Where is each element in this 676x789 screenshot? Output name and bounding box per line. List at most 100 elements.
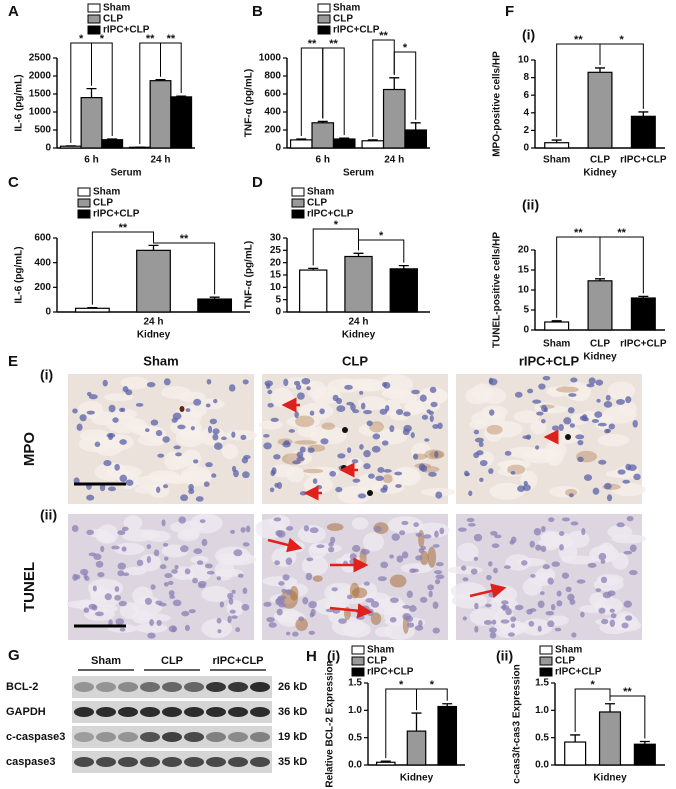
tubule [190, 555, 209, 564]
blot-band [184, 732, 204, 742]
nucleus [168, 590, 175, 597]
tubule [597, 433, 630, 447]
panel-label: B [252, 3, 263, 20]
nucleus [407, 622, 415, 628]
nucleus [540, 545, 547, 552]
nucleus [76, 423, 83, 431]
nucleus [371, 445, 381, 453]
nucleus [336, 405, 346, 412]
nucleus [83, 607, 90, 613]
nucleus [175, 452, 182, 457]
blot-band [184, 757, 204, 767]
y-tick-label: 20 [518, 245, 530, 256]
nucleus [219, 601, 225, 608]
y-tick-label: 1.5 [535, 678, 549, 689]
nucleus [588, 377, 596, 385]
nucleus [316, 544, 325, 549]
panel-label: F [505, 3, 514, 20]
nucleus [424, 438, 430, 442]
nucleus [309, 527, 319, 534]
nucleus [527, 388, 534, 394]
nucleus [305, 572, 313, 581]
nucleus [615, 398, 625, 405]
nucleus [435, 562, 444, 567]
nucleus [532, 399, 542, 404]
nucleus [375, 475, 384, 482]
nucleus [385, 405, 390, 412]
y-tick-label: 6 [523, 90, 529, 101]
nucleus [308, 600, 317, 609]
nucleus [195, 496, 204, 502]
y-tick-label: 10 [518, 285, 530, 296]
nucleus [556, 590, 562, 597]
positive-cell [367, 490, 373, 496]
nucleus [381, 440, 389, 446]
nucleus [389, 425, 395, 433]
significance-label: * [620, 34, 625, 46]
nucleus [193, 548, 203, 555]
nucleus [567, 407, 575, 414]
y-tick-label: 0 [45, 143, 51, 154]
nucleus [395, 484, 402, 488]
blot-band [118, 682, 138, 692]
nucleus [211, 473, 217, 478]
nucleus [196, 560, 204, 565]
nucleus [379, 408, 388, 415]
stain-patch [556, 386, 579, 393]
nucleus [580, 611, 585, 618]
error-bar [339, 137, 350, 139]
stain-patch [418, 529, 425, 548]
nucleus [479, 477, 484, 483]
nucleus [159, 564, 167, 570]
nucleus [274, 560, 280, 566]
nucleus [605, 394, 611, 401]
nucleus [205, 462, 213, 468]
x-axis-title: Kidney [583, 168, 617, 179]
nucleus [71, 524, 79, 532]
nucleus [461, 565, 467, 571]
nucleus [309, 410, 315, 416]
blot-band [74, 732, 94, 742]
nucleus [163, 582, 169, 587]
tubule [147, 427, 167, 446]
tubule [358, 423, 384, 437]
size-label: 19 kD [278, 731, 307, 743]
nucleus [268, 622, 277, 628]
legend-swatch [351, 667, 365, 677]
nucleus [121, 526, 129, 531]
legend-swatch [351, 656, 365, 666]
nucleus [203, 481, 210, 487]
blot-band [96, 732, 116, 742]
x-tick-label: CLP [590, 339, 610, 350]
blot-band [140, 682, 160, 692]
legend-swatch [291, 198, 305, 208]
nucleus [273, 454, 281, 460]
nucleus [276, 597, 285, 605]
nucleus [372, 433, 381, 440]
legend-swatch [87, 3, 101, 13]
nucleus [221, 436, 227, 441]
bar [361, 140, 385, 149]
arrow [329, 603, 373, 619]
tubule [148, 470, 181, 483]
nucleus [185, 408, 191, 413]
nucleus [533, 528, 542, 536]
tubule [545, 446, 564, 466]
nucleus [529, 540, 535, 548]
error-bar [389, 77, 400, 90]
nucleus [418, 463, 426, 471]
nucleus [602, 591, 612, 599]
nucleus [301, 377, 311, 385]
bar [404, 129, 428, 149]
significance-label: ** [308, 38, 317, 50]
nucleus [319, 408, 325, 415]
nucleus [510, 616, 517, 622]
y-tick-label: 1.5 [348, 678, 362, 689]
nucleus [171, 626, 176, 633]
significance-label: ** [119, 222, 128, 234]
row-label: c-caspase3 [6, 731, 65, 743]
nucleus [473, 533, 483, 542]
bar [564, 741, 587, 766]
nucleus [172, 412, 182, 420]
nucleus [146, 544, 152, 550]
